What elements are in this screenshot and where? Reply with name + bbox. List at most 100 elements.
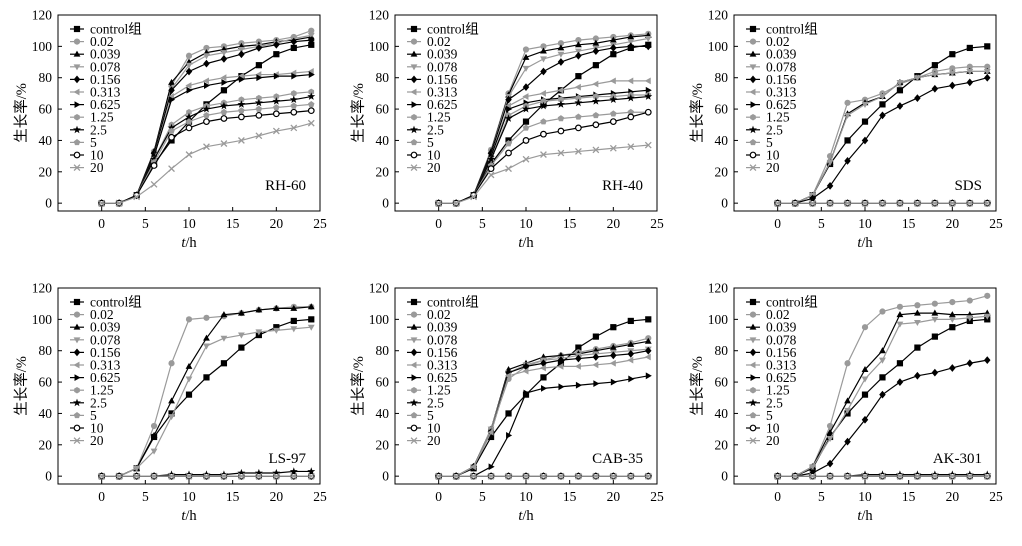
data-point	[202, 104, 211, 113]
data-point	[861, 391, 869, 398]
legend: control组0.020.0390.0780.1560.3130.6251.2…	[70, 295, 142, 448]
data-point	[203, 53, 210, 60]
legend: control组0.020.0390.0780.1560.3130.6251.2…	[746, 295, 818, 448]
data-point	[220, 140, 228, 147]
data-point	[435, 472, 443, 480]
legend-item: 0.078	[746, 59, 797, 74]
data-point	[557, 51, 565, 58]
legend-label: 0.078	[427, 59, 458, 74]
legend-marker	[73, 38, 81, 45]
data-point	[627, 39, 635, 46]
data-point	[470, 193, 478, 201]
legend-label: 5	[766, 408, 773, 423]
legend-label: 0.078	[90, 332, 121, 347]
data-point	[809, 199, 817, 207]
data-point	[592, 333, 599, 340]
data-point	[628, 375, 635, 383]
legend-item: 0.02	[70, 34, 114, 49]
data-point	[185, 151, 193, 158]
y-tick-label: 120	[32, 281, 53, 296]
data-point	[896, 199, 904, 207]
data-point	[879, 111, 886, 120]
data-point	[557, 86, 564, 94]
data-point	[539, 101, 548, 110]
data-point	[290, 108, 298, 116]
y-tick-label: 80	[39, 343, 53, 358]
data-point	[966, 63, 973, 70]
legend-label: 0.156	[766, 72, 797, 87]
legend-label: 0.313	[766, 358, 797, 373]
legend-item: 10	[746, 421, 780, 436]
data-point	[522, 65, 530, 72]
data-point	[557, 362, 564, 370]
data-point	[150, 431, 158, 438]
data-point	[255, 306, 263, 313]
data-point	[931, 333, 938, 340]
data-point	[984, 73, 991, 82]
data-point	[826, 182, 834, 190]
y-tick-label: 120	[708, 8, 729, 23]
panel-label: SDS	[954, 178, 982, 194]
data-point	[540, 130, 547, 138]
data-point	[185, 376, 193, 383]
legend-marker	[73, 337, 81, 344]
data-point	[237, 47, 245, 54]
data-point	[522, 93, 529, 100]
data-point	[150, 422, 158, 430]
data-point	[540, 384, 548, 392]
data-point	[523, 389, 530, 397]
data-point	[307, 324, 315, 331]
data-point	[273, 40, 280, 49]
data-point	[522, 155, 530, 163]
data-point	[185, 124, 193, 132]
data-point	[220, 108, 228, 115]
data-point	[575, 124, 582, 132]
data-point	[896, 102, 904, 110]
data-point	[133, 193, 141, 201]
data-point	[949, 65, 956, 72]
legend-label: 0.625	[427, 97, 458, 112]
legend-item: 0.078	[746, 332, 797, 347]
x-tick-label: 0	[774, 489, 781, 504]
legend-marker	[411, 101, 418, 109]
data-point	[592, 353, 600, 361]
data-point	[289, 467, 298, 475]
data-point	[150, 180, 158, 188]
data-point	[220, 74, 227, 82]
y-axis-label: 生长率/%	[350, 83, 367, 143]
data-point	[645, 316, 652, 323]
data-point	[896, 321, 904, 328]
data-point	[879, 347, 886, 354]
x-tick-label: 10	[182, 489, 196, 504]
data-point	[948, 311, 956, 318]
legend-label: 20	[766, 433, 780, 448]
legend: control组0.020.0390.0780.1560.3130.6251.2…	[70, 22, 142, 175]
legend-marker	[750, 374, 757, 382]
legend-marker	[410, 38, 418, 45]
data-point	[487, 165, 495, 173]
legend-marker	[411, 113, 417, 121]
x-axis-label-var: t	[181, 508, 186, 524]
series-12	[98, 472, 315, 480]
data-point	[307, 472, 315, 480]
data-point	[273, 93, 280, 100]
data-point	[308, 41, 315, 48]
legend-marker	[410, 361, 417, 369]
legend-item: 5	[70, 408, 97, 423]
legend-label: 0.156	[427, 72, 458, 87]
data-point	[592, 472, 600, 480]
legend: control组0.020.0390.0780.1560.3130.6251.2…	[407, 22, 479, 175]
data-point	[185, 67, 193, 76]
data-point	[575, 113, 582, 120]
legend-item: control组	[746, 295, 818, 310]
legend-marker	[749, 311, 757, 318]
data-point	[272, 304, 280, 311]
data-point	[826, 422, 834, 430]
y-tick-label: 40	[376, 133, 390, 148]
legend-label: 2.5	[90, 395, 107, 410]
data-point	[255, 111, 263, 119]
legend-marker	[410, 323, 418, 330]
data-point	[185, 472, 193, 480]
data-point	[290, 304, 298, 311]
